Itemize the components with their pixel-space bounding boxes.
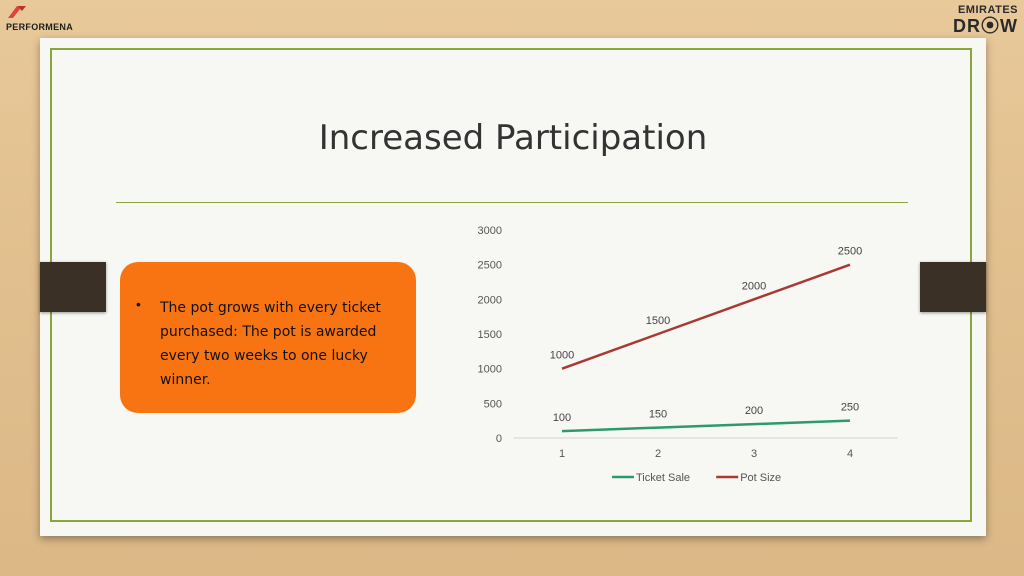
left-side-tab xyxy=(40,262,106,312)
pot-size-data-label: 1500 xyxy=(646,315,670,327)
x-tick-label: 2 xyxy=(655,448,661,460)
ticket-sale-data-label: 150 xyxy=(649,409,667,421)
y-tick-label: 1500 xyxy=(478,329,502,341)
x-tick-label: 1 xyxy=(559,448,565,460)
y-tick-label: 1000 xyxy=(478,364,502,376)
series-lines xyxy=(561,263,851,433)
callout-box: • The pot grows with every ticket purcha… xyxy=(120,262,416,413)
ticket-sale-legend-label: Ticket Sale xyxy=(636,472,690,484)
callout-text: The pot grows with every ticket purchase… xyxy=(160,300,381,388)
line-chart: 0 500 1000 1500 2000 2500 3000 1 2 3 4 100 150 200 2… xyxy=(478,225,898,484)
emirates-draw-logo-line1: EMIRATES xyxy=(957,4,1018,16)
y-tick-label: 2000 xyxy=(478,294,502,306)
performena-logo: PERFORMENA xyxy=(4,4,94,34)
right-side-tab xyxy=(920,262,986,312)
pot-size-data-label: 2000 xyxy=(742,280,766,292)
pot-size-line xyxy=(561,263,851,370)
slide-title: Increased Participation xyxy=(318,118,708,158)
performena-logo-text: PERFORMENA xyxy=(6,22,74,32)
x-axis-labels: 1 2 3 4 xyxy=(559,448,853,460)
y-axis-labels: 0 500 1000 1500 2000 2500 3000 xyxy=(478,225,502,445)
performena-logo-mark xyxy=(8,6,26,18)
title-divider xyxy=(116,202,908,203)
emirates-draw-logo-line2: DR⦿W xyxy=(953,16,1018,36)
chart-legend: Ticket Sale Pot Size xyxy=(612,472,781,484)
emirates-draw-logo: EMIRATES DR⦿W xyxy=(942,4,1018,38)
y-tick-label: 3000 xyxy=(478,225,502,237)
pot-size-legend-label: Pot Size xyxy=(740,472,781,484)
y-tick-label: 2500 xyxy=(478,260,502,272)
ticket-sale-data-label: 250 xyxy=(841,402,859,414)
y-tick-label: 500 xyxy=(484,398,502,410)
x-tick-label: 3 xyxy=(751,448,757,460)
ticket-sale-data-label: 100 xyxy=(553,412,571,424)
ticket-sale-data-label: 200 xyxy=(745,405,763,417)
pot-size-data-label: 2500 xyxy=(838,246,862,258)
data-labels: 100 150 200 250 1000 1500 2000 2500 xyxy=(550,246,862,424)
x-tick-label: 4 xyxy=(847,448,853,460)
ticket-sale-line xyxy=(561,419,851,433)
bullet-icon: • xyxy=(136,296,141,312)
pot-size-data-label: 1000 xyxy=(550,350,574,362)
y-tick-label: 0 xyxy=(496,433,502,445)
